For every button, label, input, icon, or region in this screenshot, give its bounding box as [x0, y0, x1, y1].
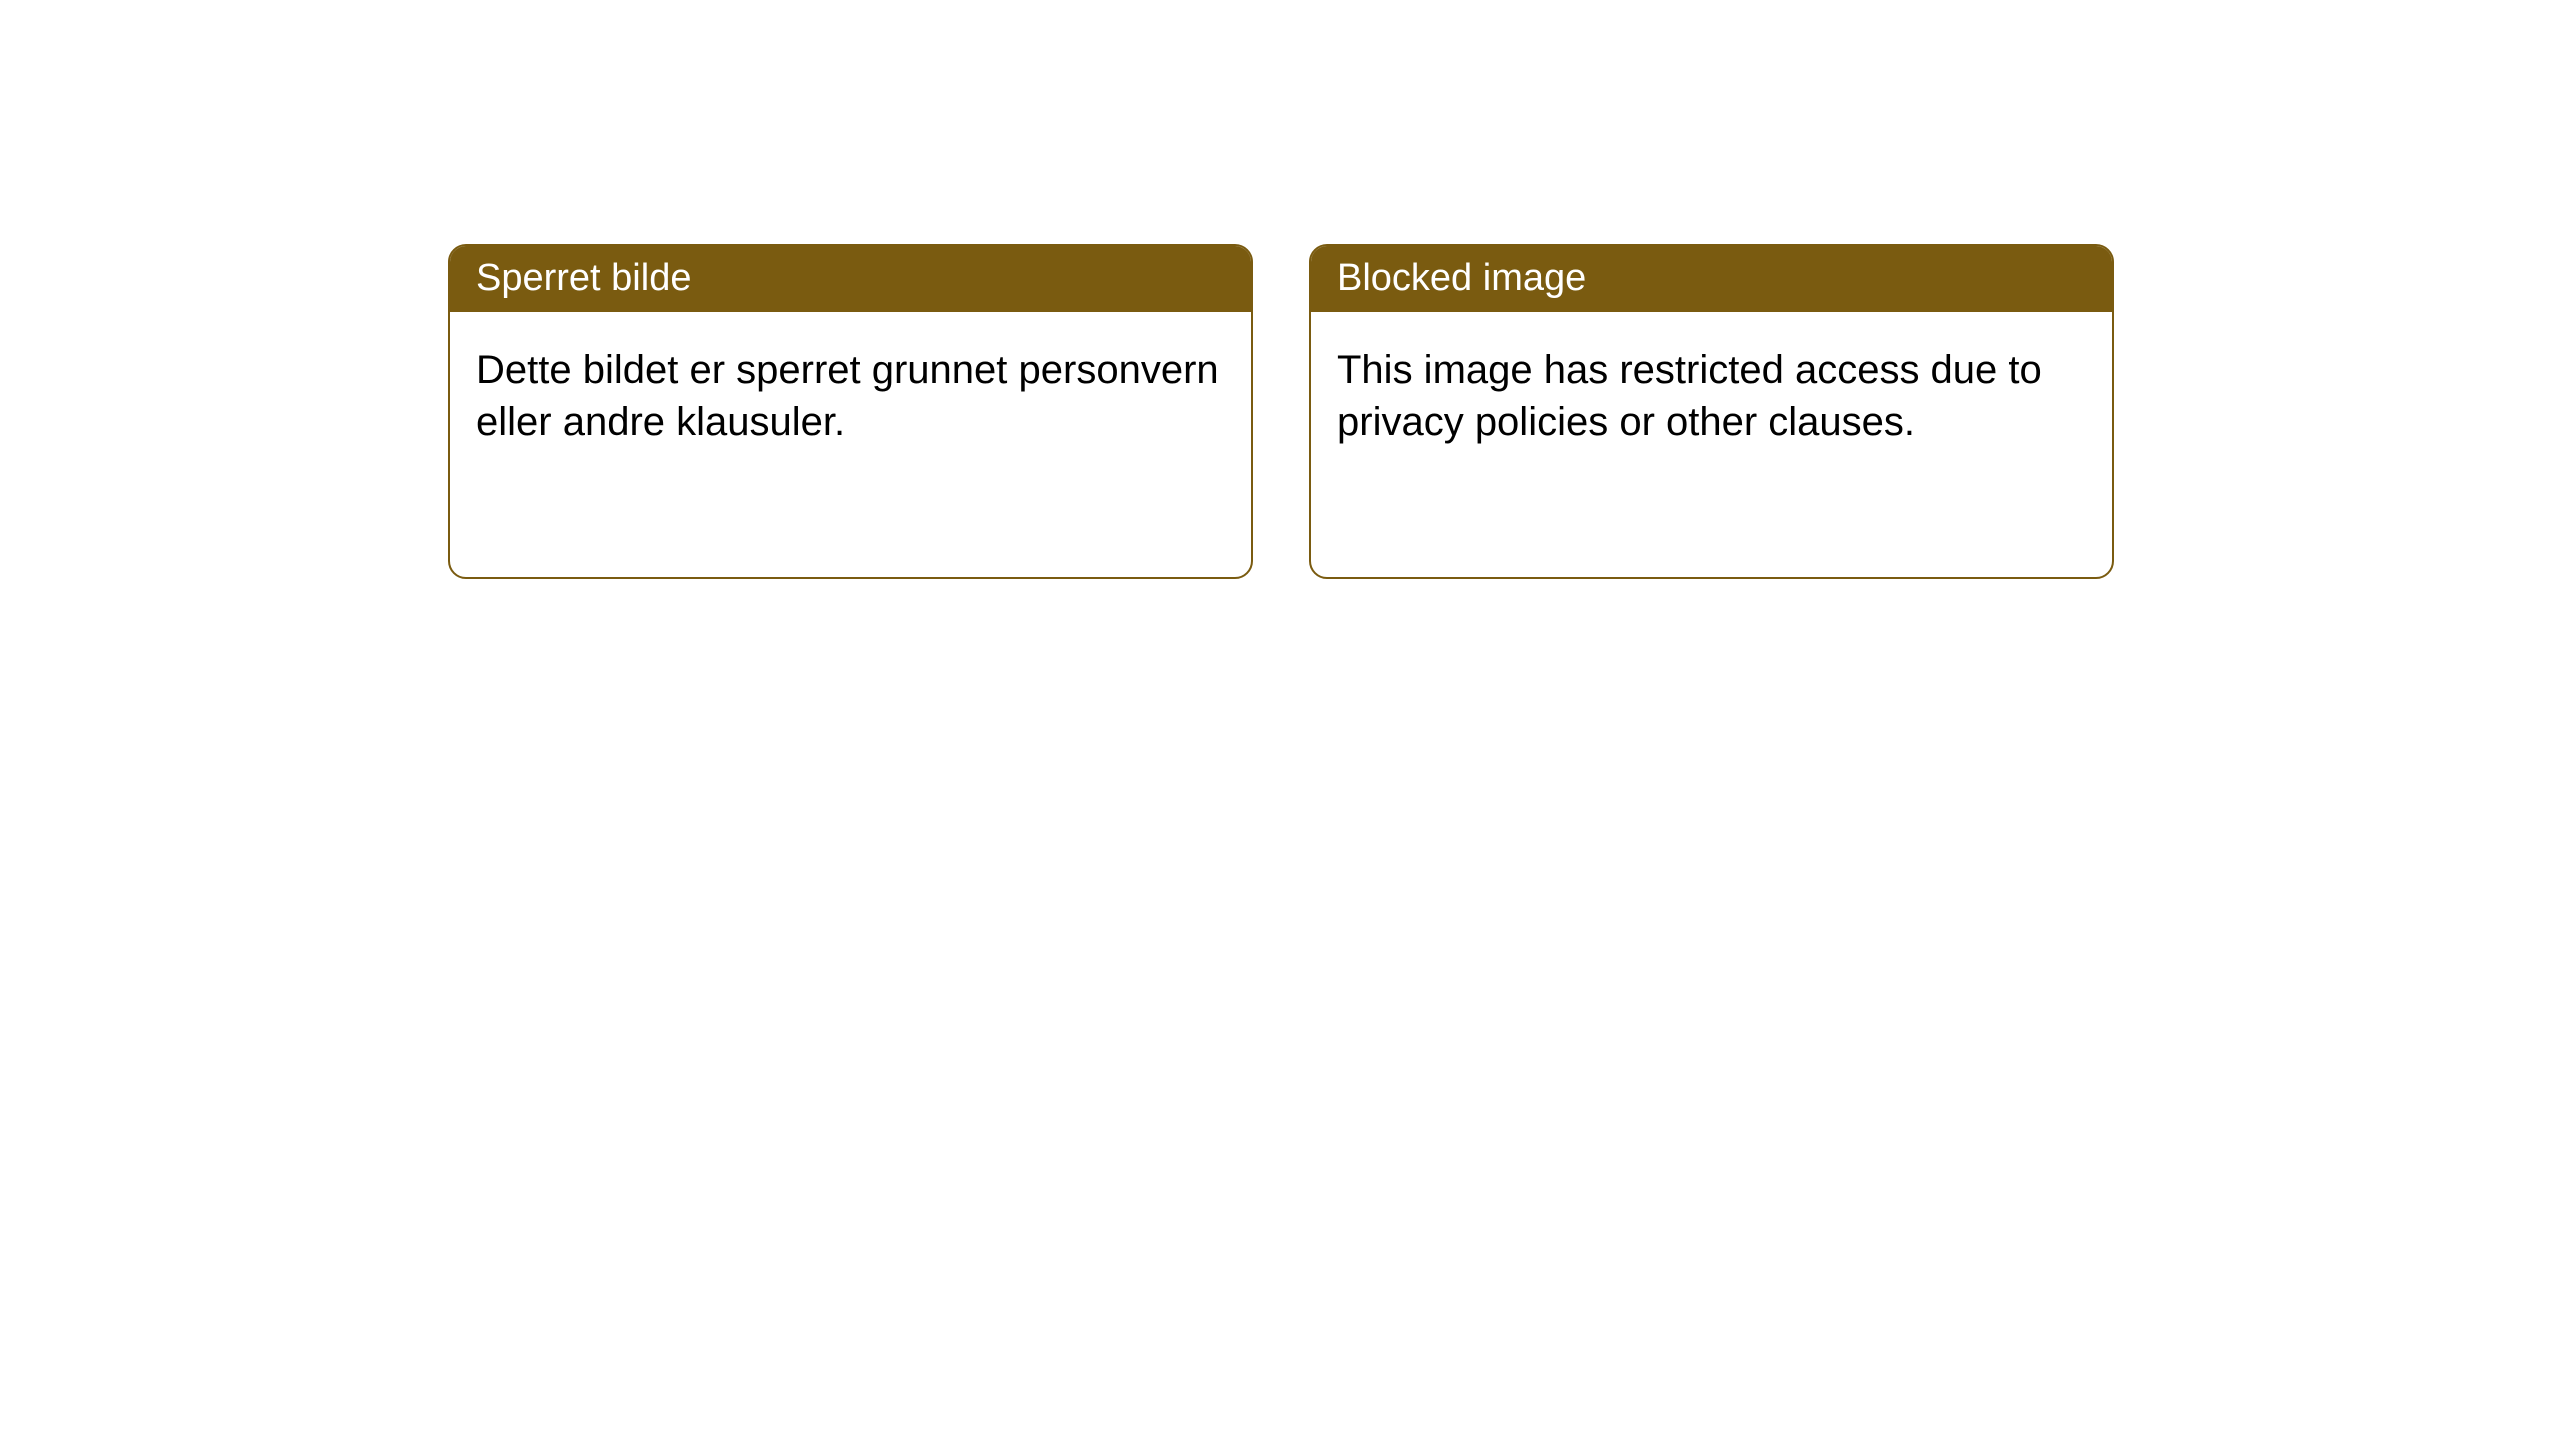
notice-container: Sperret bilde Dette bildet er sperret gr…	[0, 0, 2560, 579]
notice-text: This image has restricted access due to …	[1337, 348, 2042, 444]
notice-body: This image has restricted access due to …	[1311, 312, 2112, 480]
notice-header: Sperret bilde	[450, 246, 1251, 312]
notice-body: Dette bildet er sperret grunnet personve…	[450, 312, 1251, 480]
notice-title: Blocked image	[1337, 257, 1586, 299]
notice-card-english: Blocked image This image has restricted …	[1309, 244, 2114, 579]
notice-title: Sperret bilde	[476, 257, 691, 299]
notice-text: Dette bildet er sperret grunnet personve…	[476, 348, 1219, 444]
notice-card-norwegian: Sperret bilde Dette bildet er sperret gr…	[448, 244, 1253, 579]
notice-header: Blocked image	[1311, 246, 2112, 312]
